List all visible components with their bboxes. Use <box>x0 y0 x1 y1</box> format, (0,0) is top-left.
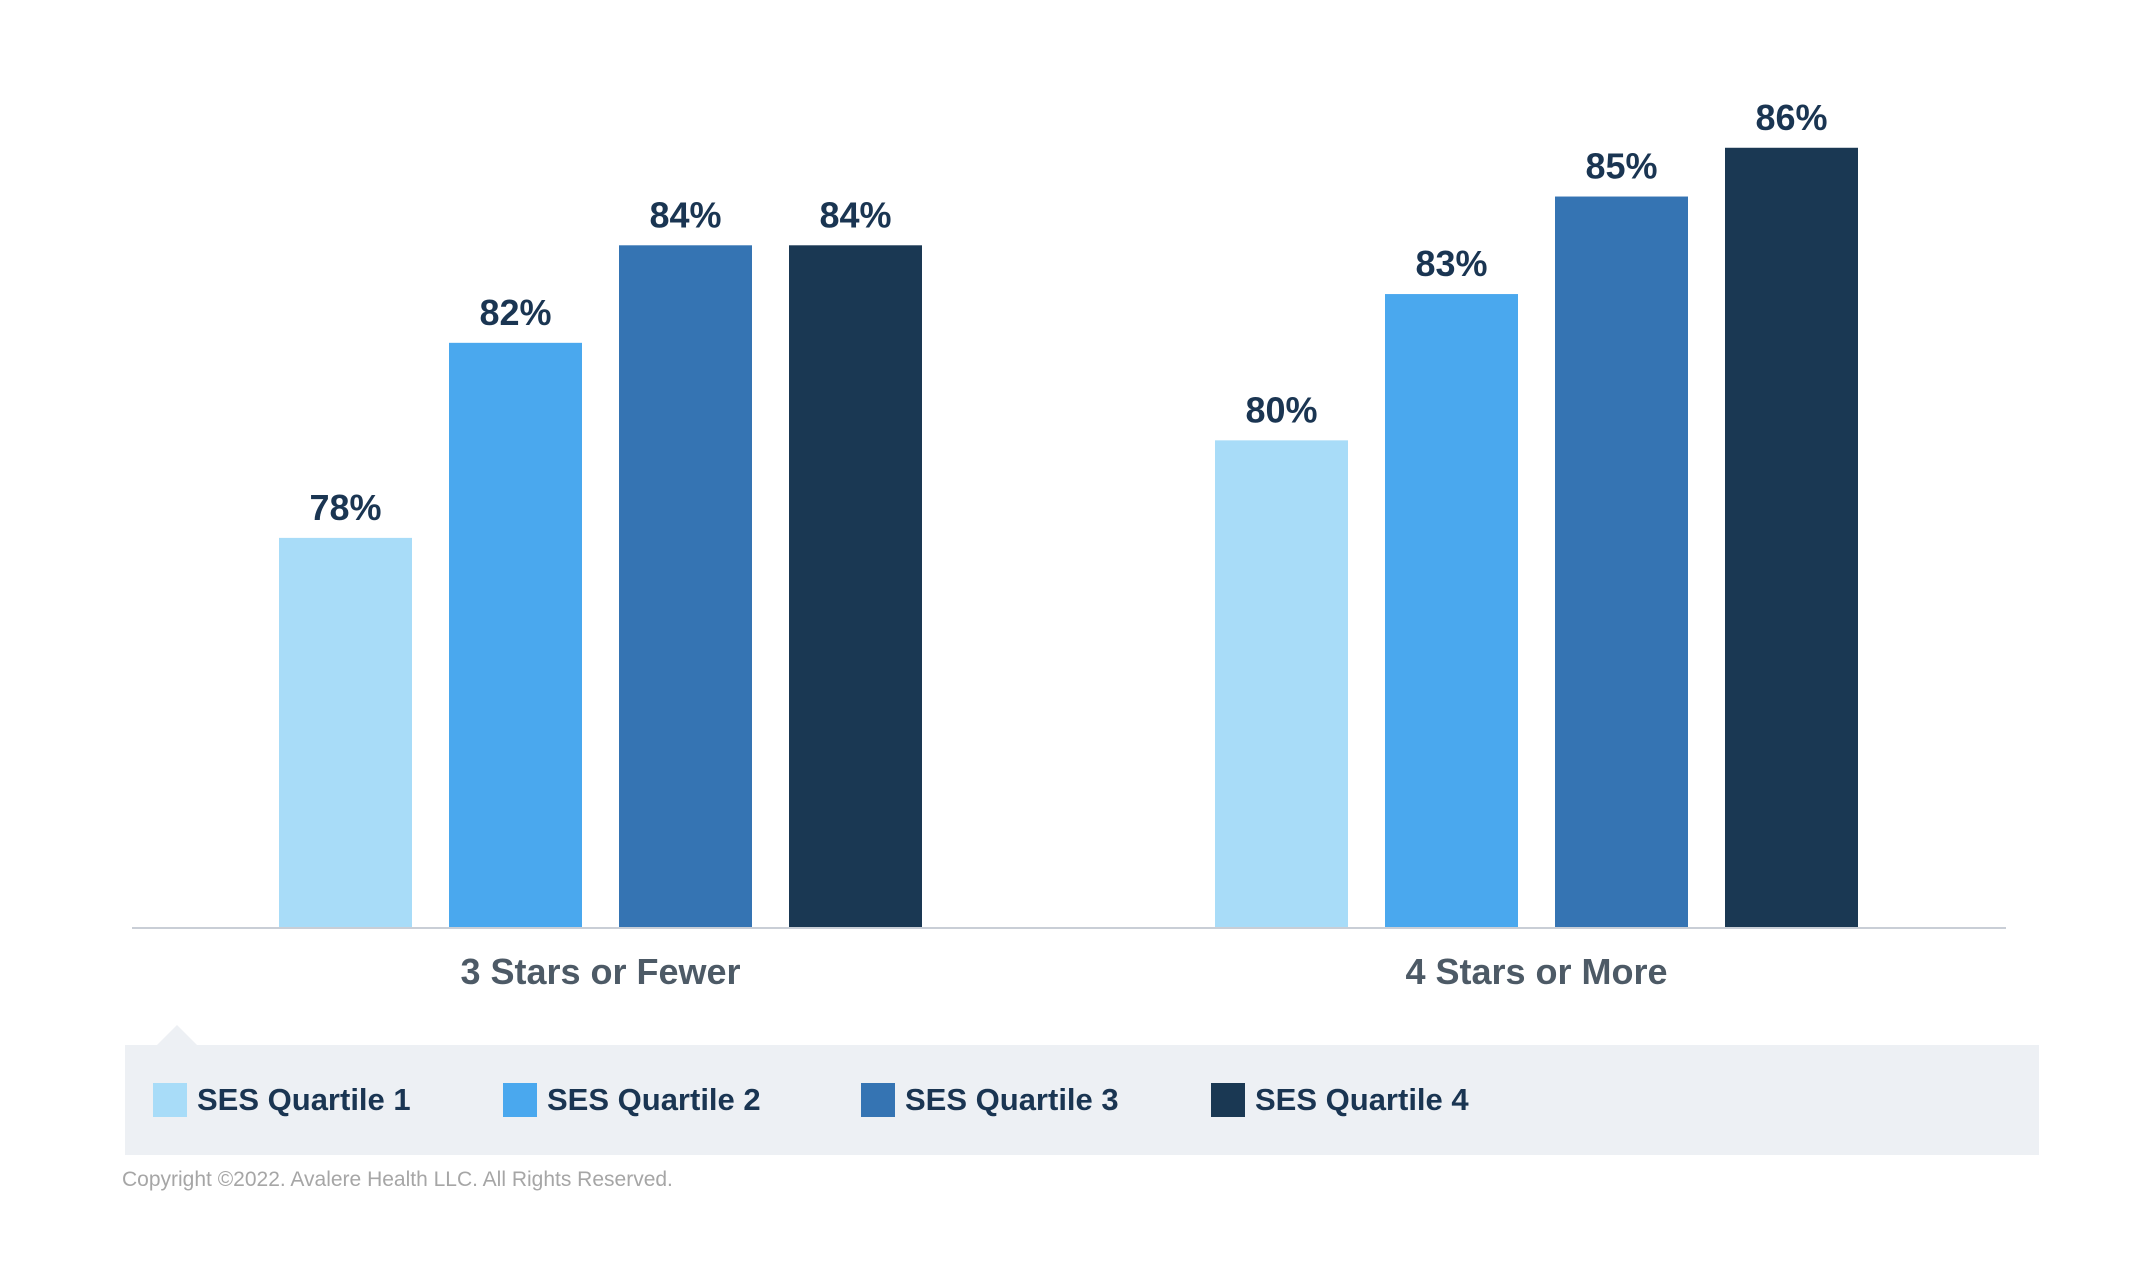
data-label-q1-group1: 78% <box>309 487 381 528</box>
bar-q2-group2 <box>1385 294 1518 928</box>
data-label-q2-group2: 83% <box>1415 243 1487 284</box>
legend-label-q1: SES Quartile 1 <box>197 1082 411 1117</box>
legend-item-q2: SES Quartile 2 <box>503 1082 861 1118</box>
copyright-text: Copyright ©2022. Avalere Health LLC. All… <box>122 1168 673 1191</box>
legend-item-q3: SES Quartile 3 <box>861 1082 1211 1118</box>
bar-q2-group1 <box>449 342 582 929</box>
bar-q4-group2 <box>1725 147 1858 928</box>
data-label-q2-group1: 82% <box>479 292 551 333</box>
legend-item-q1: SES Quartile 1 <box>153 1082 503 1118</box>
bar-chart: 78% 82% 84% 84% 80% 83% 85% 86% 3 Stars or Fewe… <box>132 97 2006 992</box>
legend-item-q4: SES Quartile 4 <box>1211 1082 1511 1118</box>
legend-swatch-q2 <box>503 1083 537 1117</box>
legend-label-q2: SES Quartile 2 <box>547 1082 761 1117</box>
bar-q3-group2 <box>1555 196 1688 928</box>
data-label-q4-group1: 84% <box>819 194 891 235</box>
legend-label-q4: SES Quartile 4 <box>1255 1082 1469 1117</box>
bars-group: 78% 82% 84% 84% 80% 83% 85% 86% <box>279 97 1858 929</box>
category-labels: 3 Stars or Fewer 4 Stars or More <box>460 951 1667 992</box>
data-label-q3-group2: 85% <box>1585 146 1657 187</box>
legend-items: SES Quartile 1 SES Quartile 2 SES Quartile… <box>153 1045 1511 1155</box>
legend-swatch-q3 <box>861 1083 895 1117</box>
legend-swatch-q1 <box>153 1083 187 1117</box>
bar-q1-group2 <box>1215 440 1348 928</box>
data-label-q4-group2: 86% <box>1755 97 1827 138</box>
bar-q4-group1 <box>789 245 922 928</box>
data-label-q1-group2: 80% <box>1245 389 1317 430</box>
legend-swatch-q4 <box>1211 1083 1245 1117</box>
category-label-2: 4 Stars or More <box>1405 951 1667 992</box>
legend: SES Quartile 1 SES Quartile 2 SES Quartile… <box>125 1045 2039 1155</box>
legend-label-q3: SES Quartile 3 <box>905 1082 1119 1117</box>
bar-q3-group1 <box>619 245 752 928</box>
category-label-1: 3 Stars or Fewer <box>460 951 740 992</box>
bar-q1-group1 <box>279 537 412 928</box>
legend-notch <box>157 1025 197 1045</box>
data-label-q3-group1: 84% <box>649 194 721 235</box>
